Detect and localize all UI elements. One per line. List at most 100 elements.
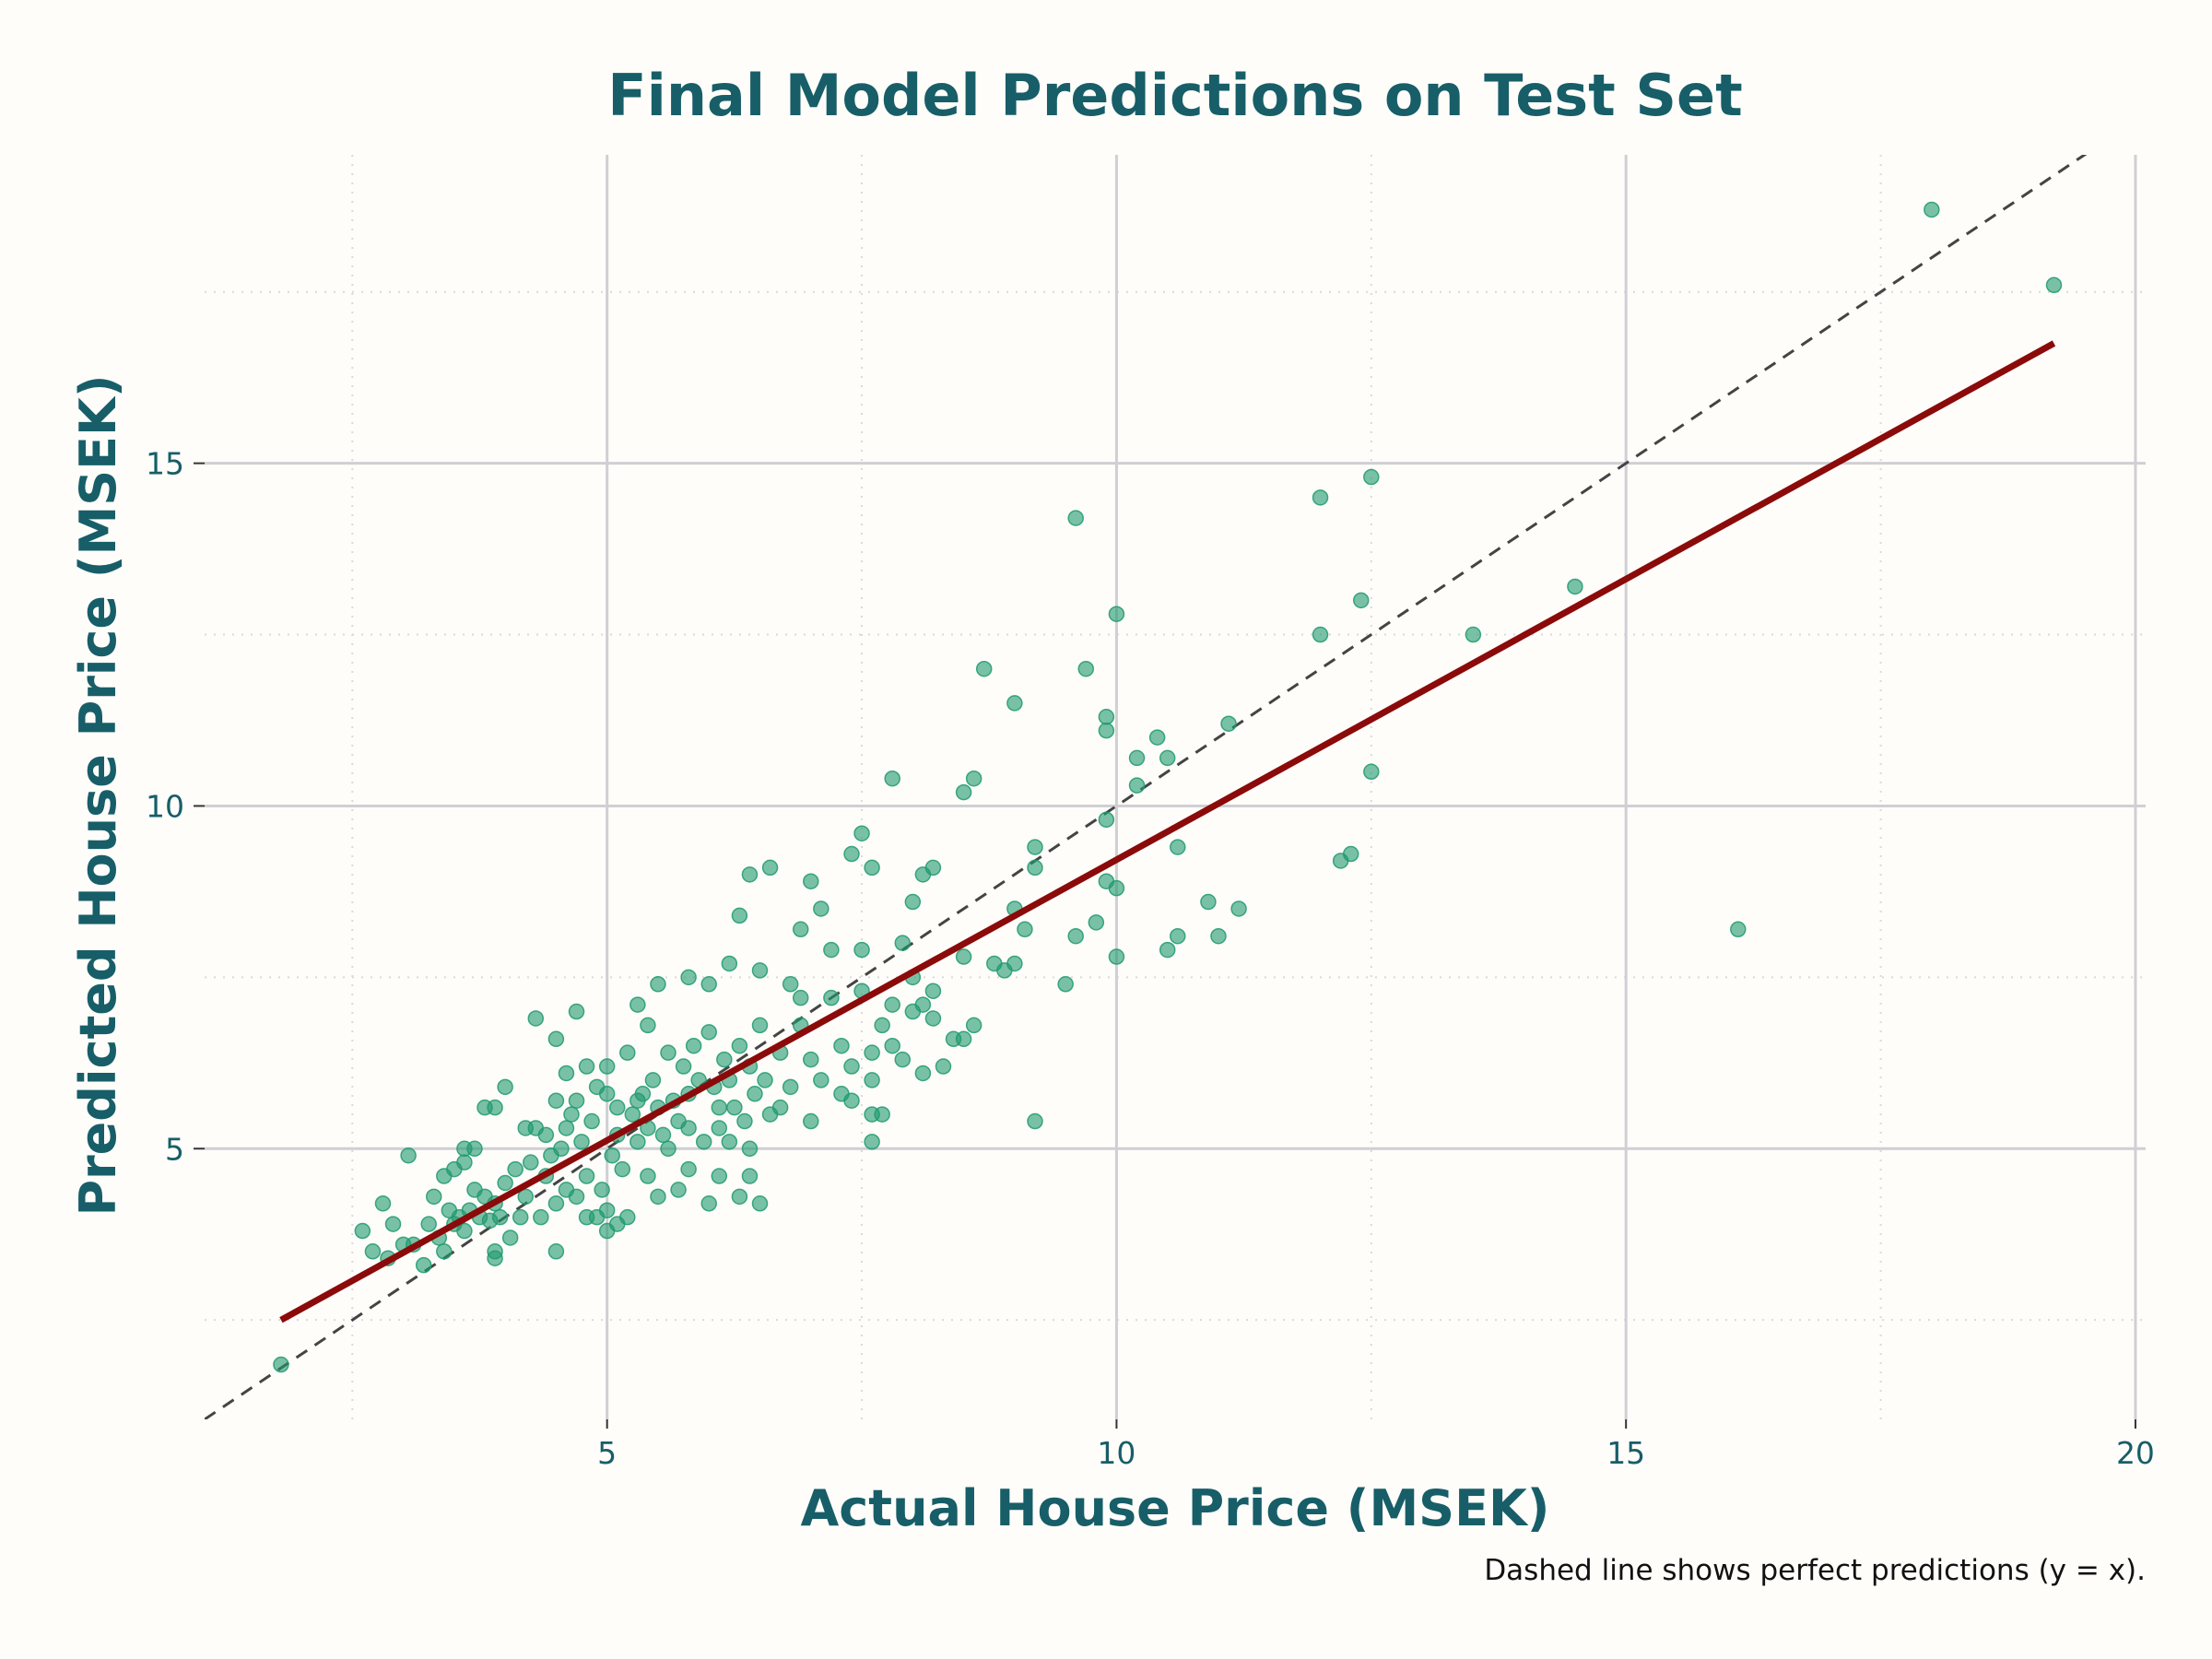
data-point (354, 1222, 371, 1240)
data-point (497, 1174, 513, 1192)
x-axis-label: Actual House Price (MSEK) (801, 1479, 1550, 1537)
y-tick-label: 10 (146, 788, 184, 824)
data-point (1353, 592, 1370, 609)
x-tick-label: 15 (1606, 1435, 1645, 1471)
data-point (955, 948, 972, 965)
data-point (568, 1003, 585, 1020)
data-point (914, 996, 932, 1013)
data-point (924, 859, 942, 877)
data-point (1342, 845, 1359, 863)
data-point (456, 1222, 473, 1240)
data-point (751, 1017, 769, 1034)
data-point (843, 845, 860, 863)
data-point (640, 1017, 656, 1034)
data-point (1098, 811, 1115, 829)
data-point (364, 1243, 382, 1260)
reference-lines (205, 155, 2088, 1419)
data-point (1067, 927, 1084, 945)
data-point (1108, 879, 1125, 897)
data-point (864, 1044, 880, 1061)
data-point (1108, 606, 1125, 622)
data-point (1200, 893, 1217, 911)
data-point (965, 1017, 982, 1034)
data-point (813, 1072, 830, 1088)
data-point (1128, 777, 1146, 794)
data-point (619, 1208, 636, 1226)
data-point (716, 1051, 733, 1068)
y-tick-label: 15 (146, 446, 184, 482)
data-point (1077, 660, 1095, 677)
data-point (594, 1182, 610, 1198)
scatter-points (273, 201, 2063, 1373)
data-point (624, 1106, 641, 1123)
data-point (1006, 695, 1023, 712)
data-point (598, 1086, 616, 1102)
data-point (792, 921, 809, 938)
data-point (864, 859, 880, 877)
data-point (477, 1099, 493, 1116)
data-point (914, 1065, 932, 1082)
data-point (650, 976, 666, 993)
data-point (726, 1099, 743, 1116)
data-point (803, 1051, 819, 1068)
data-point (741, 1140, 759, 1158)
data-point (1312, 626, 1329, 643)
data-point (751, 962, 769, 979)
data-point (1730, 921, 1747, 938)
data-point (517, 1188, 534, 1206)
data-point (853, 941, 870, 959)
grid (205, 155, 2146, 1419)
data-point (700, 1024, 717, 1041)
data-point (955, 783, 972, 801)
fit-line-group (279, 340, 2056, 1324)
data-point (741, 1168, 759, 1184)
data-point (1098, 722, 1115, 739)
x-tick-label: 10 (1097, 1435, 1135, 1471)
data-point (1312, 489, 1329, 506)
data-point (604, 1147, 620, 1164)
data-point (547, 1243, 565, 1260)
data-point (924, 982, 942, 999)
data-point (675, 1058, 692, 1075)
data-point (487, 1243, 503, 1260)
data-point (547, 1030, 565, 1048)
data-point (374, 1195, 392, 1212)
data-point (751, 1195, 769, 1212)
data-point (711, 1168, 728, 1184)
data-point (864, 1072, 880, 1088)
data-point (523, 1154, 539, 1171)
data-point (1088, 914, 1105, 931)
x-tick-label: 20 (2116, 1435, 2155, 1471)
data-point (400, 1147, 417, 1164)
data-point (1006, 955, 1023, 972)
data-point (833, 1086, 850, 1102)
data-point (629, 1134, 646, 1150)
data-point (721, 955, 738, 972)
data-point (563, 1106, 580, 1123)
data-point (700, 1195, 717, 1212)
data-point (660, 1140, 677, 1158)
data-point (629, 1092, 646, 1109)
data-point (935, 1058, 952, 1075)
data-point (823, 941, 840, 959)
data-point (578, 1168, 595, 1184)
identity-line (205, 155, 2088, 1419)
data-point (384, 1216, 402, 1232)
data-point (568, 1092, 585, 1109)
data-point (731, 1037, 748, 1054)
data-point (736, 1112, 753, 1130)
tick-labels: 5 10 15 20 5 10 15 (146, 446, 2155, 1471)
chart-title: Final Model Predictions on Test Set (607, 62, 1742, 129)
data-point (975, 660, 993, 677)
data-point (1363, 763, 1380, 781)
data-point (608, 1099, 626, 1116)
x-tick-label: 5 (597, 1435, 617, 1471)
data-point (425, 1188, 442, 1206)
data-point (614, 1160, 631, 1178)
data-point (700, 976, 717, 993)
data-point (711, 1099, 728, 1116)
data-point (1363, 468, 1380, 486)
data-point (864, 1106, 880, 1123)
data-point (685, 1037, 702, 1054)
data-point (792, 989, 809, 1006)
